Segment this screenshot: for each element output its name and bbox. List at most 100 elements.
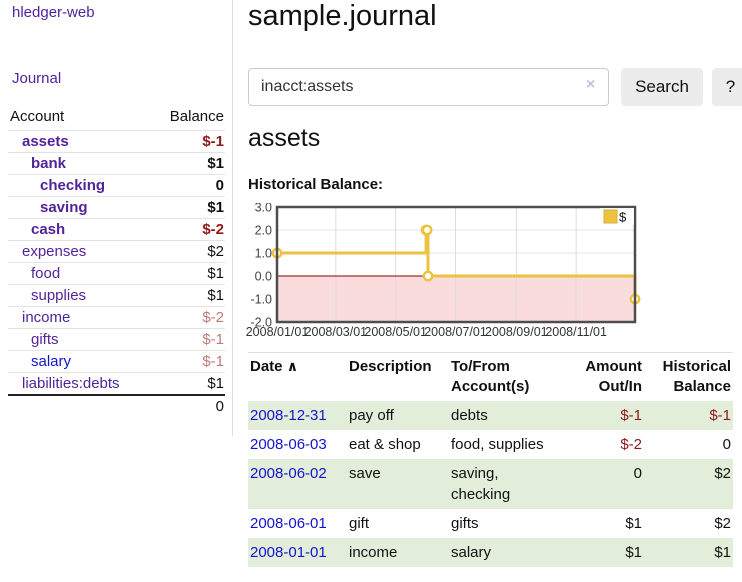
svg-text:2008/01/01: 2008/01/01 [246, 325, 309, 339]
accounts-total-spacer [8, 394, 152, 417]
svg-text:2.0: 2.0 [255, 224, 272, 238]
svg-text:2008/03/01: 2008/03/01 [305, 325, 368, 339]
account-row: checking 0 [8, 174, 225, 197]
transaction-date-link[interactable]: 2008-06-03 [250, 435, 327, 453]
sidebar-account-link[interactable]: expenses [22, 243, 87, 260]
sort-ascending-icon: ∧ [286, 358, 299, 374]
account-balance: $1 [151, 262, 225, 285]
account-balance: $-1 [151, 350, 225, 373]
transaction-balance: 0 [722, 435, 731, 453]
account-balance: $1 [151, 196, 225, 219]
svg-text:-1.0: -1.0 [250, 293, 272, 307]
sidebar-account-link[interactable]: gifts [31, 331, 59, 348]
transaction-accounts: debts [451, 406, 488, 424]
sidebar-account-link[interactable]: bank [31, 155, 67, 172]
sidebar-account-link[interactable]: food [31, 265, 61, 282]
transaction-balance: $2 [714, 464, 731, 482]
transaction-date-link[interactable]: 2008-06-02 [250, 464, 327, 482]
svg-text:2008/07/01: 2008/07/01 [424, 325, 487, 339]
account-balance: $1 [151, 372, 225, 395]
transaction-balance: $2 [714, 514, 731, 532]
account-heading: assets [248, 124, 321, 152]
transaction-amount: $-2 [620, 435, 642, 453]
transaction-amount: $1 [625, 514, 642, 532]
sidebar-account-link[interactable]: liabilities:debts [22, 375, 120, 392]
account-row: income $-2 [8, 306, 225, 329]
account-row: supplies $1 [8, 284, 225, 307]
account-row: liabilities:debts $1 [8, 372, 225, 395]
sidebar-item-journal[interactable]: Journal [12, 70, 62, 87]
accounts-col-account: Account [10, 108, 65, 125]
sidebar-account-link[interactable]: saving [40, 199, 88, 216]
sidebar-account-link[interactable]: supplies [31, 287, 87, 304]
account-row: food $1 [8, 262, 225, 285]
account-balance: $-2 [151, 218, 225, 241]
sidebar-account-link[interactable]: cash [31, 221, 66, 238]
register-header-row: Date ∧ Description To/From Account(s) Am… [248, 353, 733, 401]
transaction-accounts: saving, checking [451, 464, 511, 503]
account-balance: 0 [151, 174, 225, 197]
search-input[interactable] [248, 68, 609, 106]
account-row: expenses $2 [8, 240, 225, 263]
transaction-description: save [349, 464, 381, 482]
accounts-total-value: 0 [151, 394, 225, 417]
register-col-balance: Historical Balance [662, 358, 731, 396]
clear-search-icon[interactable]: × [586, 76, 596, 93]
register-col-amount: Amount Out/In [585, 358, 642, 396]
register-row: 2008-12-31 pay off debts $-1 $-1 [248, 400, 733, 430]
search-form: × Search ? [248, 68, 742, 106]
svg-text:0.0: 0.0 [255, 270, 272, 284]
transaction-description: gift [349, 514, 370, 532]
register-row: 2008-06-02 save saving, checking 0 $2 [248, 458, 733, 509]
accounts-table: Account Balance assets $-1 bank $1 checking 0… [8, 106, 225, 417]
legend-swatch [603, 209, 618, 224]
page-title: sample.journal [248, 0, 437, 32]
main-content: sample.journal × Search ? assets Histori… [240, 0, 742, 582]
transaction-balance: $-1 [709, 406, 731, 424]
svg-text:2008/11/01: 2008/11/01 [545, 325, 607, 339]
transaction-date-link[interactable]: 2008-01-01 [250, 543, 327, 561]
register-col-accounts: To/From Account(s) [451, 358, 530, 396]
svg-text:2008/09/01: 2008/09/01 [485, 325, 548, 339]
register-row: 2008-06-01 gift gifts $1 $2 [248, 509, 733, 538]
transaction-amount: $-1 [620, 406, 642, 424]
transaction-date-link[interactable]: 2008-12-31 [250, 406, 327, 424]
register-col-date[interactable]: Date ∧ [250, 358, 299, 375]
sidebar-account-link[interactable]: checking [40, 177, 106, 194]
transaction-date-link[interactable]: 2008-06-01 [250, 514, 327, 532]
account-balance: $1 [151, 152, 225, 175]
account-row: salary $-1 [8, 350, 225, 373]
sidebar-account-link[interactable]: assets [22, 133, 69, 150]
transaction-accounts: gifts [451, 514, 479, 532]
search-button[interactable]: Search [621, 68, 703, 106]
transaction-accounts: salary [451, 543, 492, 561]
account-row: saving $1 [8, 196, 225, 219]
svg-text:1.0: 1.0 [255, 247, 272, 261]
svg-text:3.0: 3.0 [255, 203, 272, 215]
svg-text:-2.0: -2.0 [250, 316, 272, 330]
transaction-amount: $1 [625, 543, 642, 561]
register-row: 2008-06-03 eat & shop food, supplies $-2 0 [248, 430, 733, 459]
account-row: gifts $-1 [8, 328, 225, 351]
app-title-link[interactable]: hledger-web [12, 4, 95, 21]
svg-text:2008/05/01: 2008/05/01 [364, 325, 427, 339]
transaction-description: eat & shop [349, 435, 421, 453]
account-balance: $-1 [151, 328, 225, 351]
transaction-description: income [349, 543, 398, 561]
account-balance: $-1 [151, 130, 225, 153]
help-button[interactable]: ? [712, 68, 742, 106]
accounts-col-balance: Balance [169, 108, 224, 125]
account-balance: $2 [151, 240, 225, 263]
sidebar-account-link[interactable]: income [22, 309, 71, 326]
sidebar-account-link[interactable]: salary [31, 353, 72, 370]
register-col-description: Description [349, 358, 432, 375]
account-row: bank $1 [8, 152, 225, 175]
account-balance: $-2 [151, 306, 225, 329]
transaction-accounts: food, supplies [451, 435, 544, 453]
accounts-body: assets $-1 bank $1 checking 0 saving $1 cash $-2 e… [8, 130, 225, 395]
account-row: assets $-1 [8, 130, 225, 153]
svg-text:$: $ [619, 210, 627, 225]
transaction-balance: $1 [714, 543, 731, 561]
register-row: 2008-01-01 income salary $1 $1 [248, 537, 733, 567]
transaction-description: pay off [349, 406, 394, 424]
